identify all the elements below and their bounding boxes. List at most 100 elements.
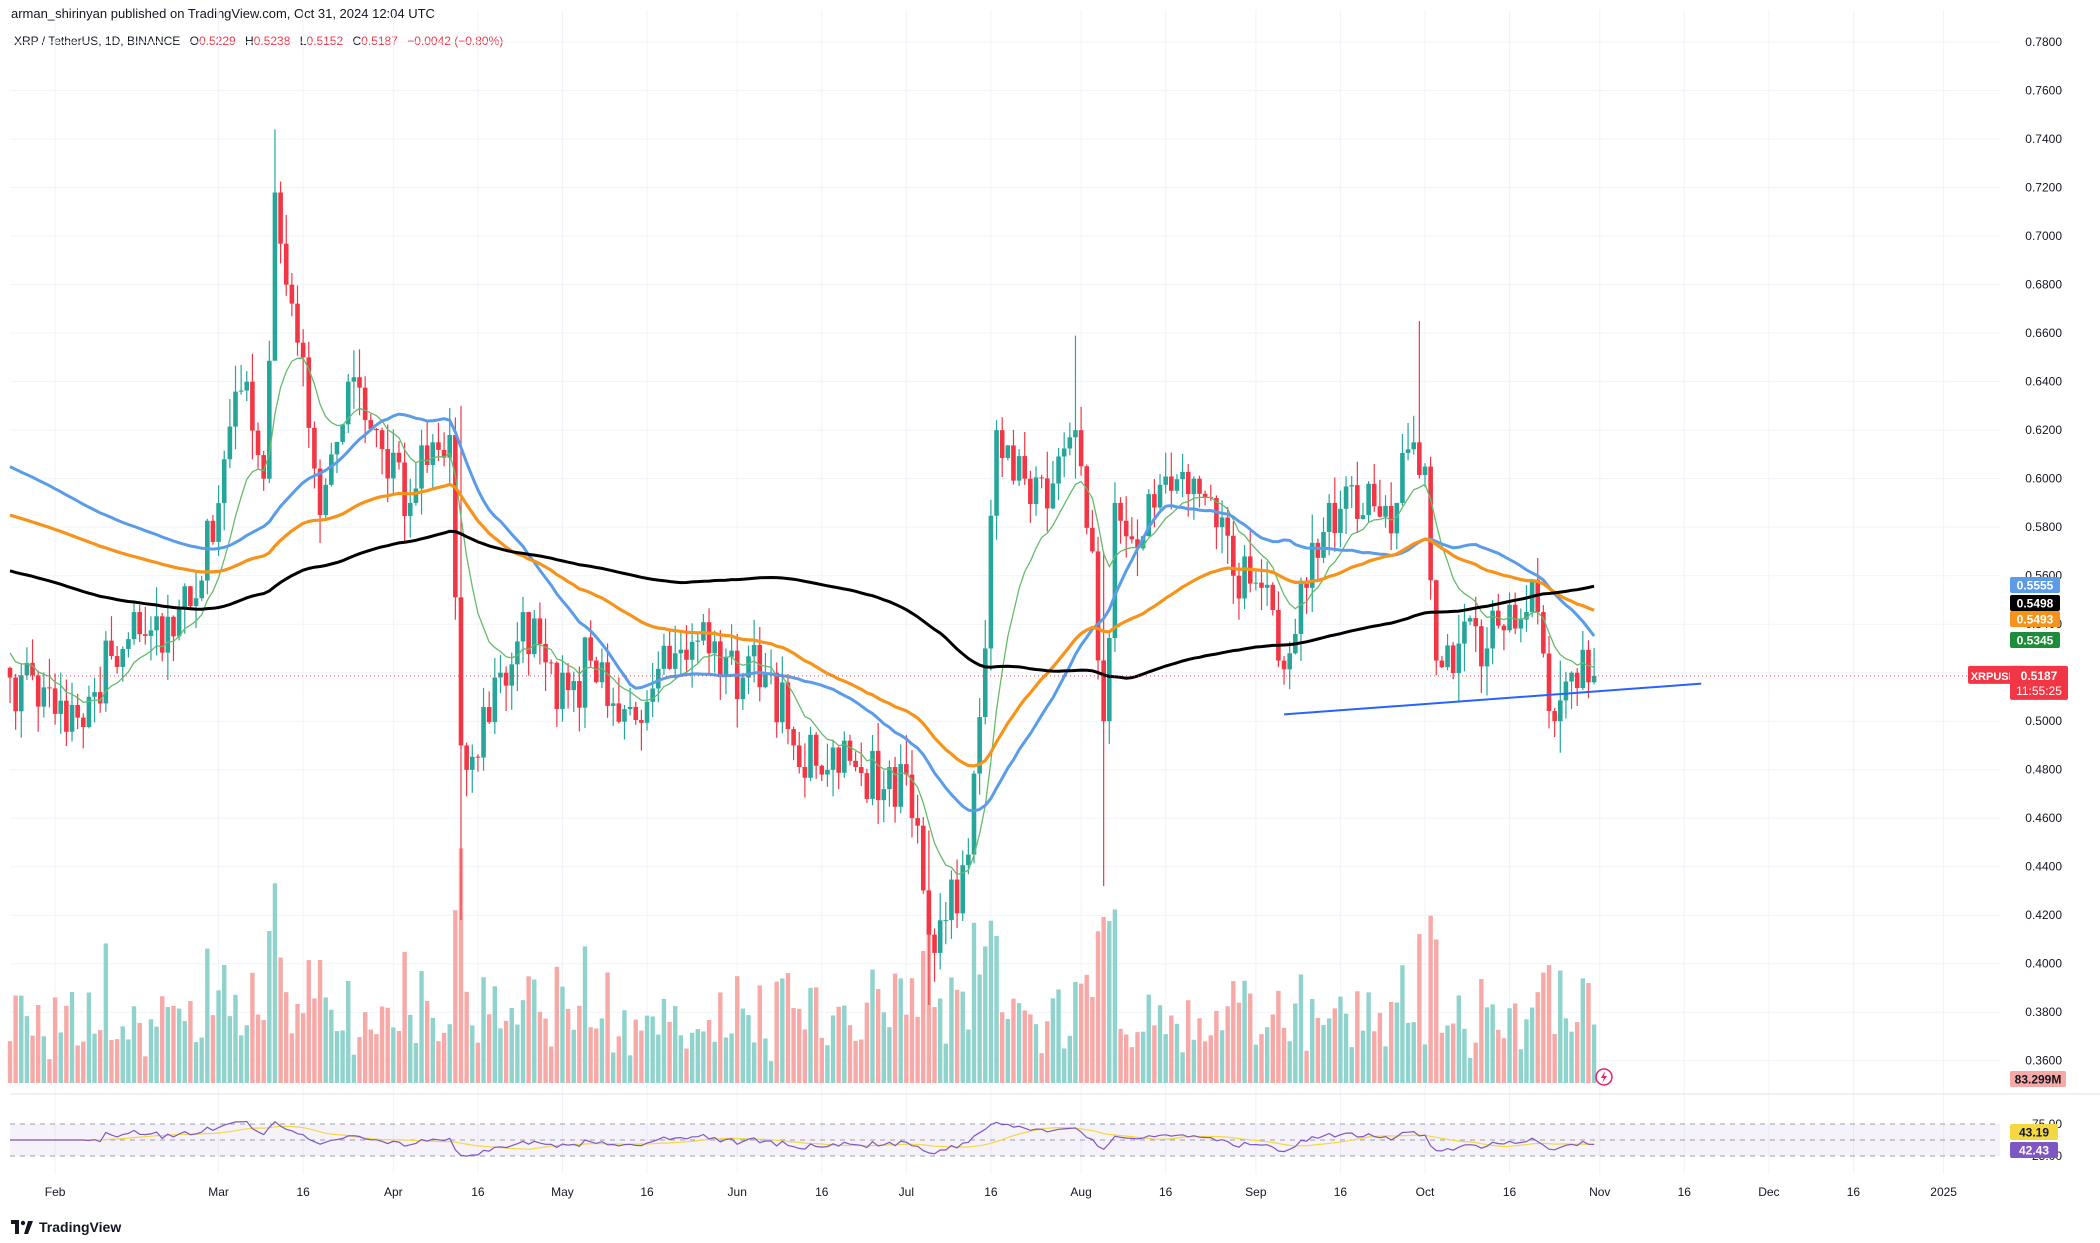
- price-tick-label: 0.5800: [2025, 520, 2062, 534]
- volume-bar: [1078, 983, 1084, 1083]
- volume-bar: [238, 1035, 244, 1083]
- candle-body: [385, 449, 391, 479]
- candle-body: [588, 637, 593, 661]
- lightning-icon-bolt: [1601, 1071, 1607, 1083]
- volume-bar: [7, 1041, 13, 1083]
- trendline-group[interactable]: [1283, 682, 1702, 716]
- candle-body: [582, 637, 588, 708]
- candle-body: [131, 612, 137, 640]
- volume-bar: [1450, 1023, 1456, 1083]
- volume-bar: [210, 1015, 216, 1083]
- candle-body: [999, 430, 1005, 458]
- candle-body: [453, 435, 458, 598]
- candle-body: [1557, 700, 1563, 722]
- volume-bar: [1219, 1030, 1225, 1083]
- candle-body: [250, 381, 255, 431]
- candle-body: [1473, 618, 1479, 627]
- volume-bar: [216, 990, 221, 1083]
- volume-bar: [898, 978, 903, 1083]
- candle-body: [943, 920, 949, 922]
- volume-bar: [391, 1027, 396, 1083]
- volume-bar: [971, 922, 977, 1083]
- volume-bar: [627, 1055, 633, 1083]
- volume-bar: [1434, 939, 1439, 1083]
- volume-badge-text: 83.299M: [2015, 1073, 2062, 1087]
- volume-bar: [1315, 1017, 1321, 1083]
- candle-body: [966, 854, 971, 866]
- volume-bar: [222, 964, 227, 1083]
- candle-body: [447, 435, 453, 458]
- candle-body: [103, 640, 109, 704]
- price-tick-label: 0.6400: [2025, 375, 2062, 389]
- ma-price-badge: 0.5493: [2010, 611, 2060, 627]
- volume-bar: [441, 1032, 447, 1083]
- candle-body: [847, 740, 853, 761]
- candle-body: [853, 760, 858, 768]
- candle-body: [920, 825, 926, 891]
- volume-bar: [250, 972, 255, 1083]
- volume-bar: [1174, 1023, 1180, 1083]
- volume-bar: [819, 1037, 824, 1083]
- candle-body: [1106, 638, 1112, 722]
- volume-bar: [537, 1011, 543, 1083]
- candle-body: [1541, 612, 1546, 654]
- candle-body: [205, 520, 210, 581]
- candle-body: [994, 430, 999, 516]
- volume-bar: [1372, 1031, 1377, 1083]
- candle-body: [481, 707, 486, 758]
- candle-body: [836, 747, 841, 773]
- candle-body: [1197, 478, 1202, 494]
- volume-bar: [1281, 1027, 1287, 1083]
- volume-bar: [1208, 1035, 1213, 1083]
- ma-price-badge-text: 0.5345: [2017, 634, 2054, 648]
- candle-body: [1236, 575, 1242, 599]
- volume-bar: [1535, 992, 1540, 1083]
- volume-bar: [509, 1007, 514, 1083]
- candle-body: [1580, 649, 1586, 689]
- candle-body: [492, 677, 498, 723]
- time-tick-label: Nov: [1589, 1185, 1610, 1199]
- volume-bar: [97, 1030, 103, 1083]
- candle-body: [407, 502, 413, 517]
- volume-bar: [69, 991, 75, 1083]
- candle-body: [1084, 466, 1090, 528]
- volume-bar: [120, 1026, 125, 1083]
- candle-body: [159, 616, 165, 653]
- candle-body: [1563, 681, 1569, 701]
- time-axis[interactable]: Feb Mar 16 Apr 16 May 16 Jun 16 Jul 16 Aug 16 Sep 16 Oc…: [45, 1185, 1958, 1199]
- candle-body: [543, 643, 548, 663]
- price-tick-label: 0.7800: [2025, 35, 2062, 49]
- volume-bar: [1101, 916, 1106, 1083]
- volume-bar: [362, 1012, 368, 1083]
- candle-body: [126, 639, 131, 649]
- candle-body: [441, 449, 447, 458]
- candle-body: [1169, 476, 1174, 491]
- volume-bar: [171, 1005, 176, 1083]
- candle-body: [1078, 430, 1084, 467]
- volume-bar: [661, 998, 667, 1083]
- tradingview-logo[interactable]: TradingView: [11, 1219, 121, 1235]
- volume-bar: [1388, 1002, 1394, 1083]
- candle-body: [977, 717, 982, 774]
- candle-body: [639, 720, 644, 723]
- time-tick-label: May: [551, 1185, 574, 1199]
- volume-bar: [1061, 1048, 1067, 1083]
- candle-body: [86, 696, 92, 728]
- volume-bar: [1529, 1007, 1535, 1083]
- candle-body: [1095, 551, 1101, 661]
- candle-body: [345, 381, 351, 425]
- volume-bar: [408, 1014, 413, 1083]
- last-price-value: 0.5187: [2021, 669, 2058, 683]
- support-trendline: [1283, 682, 1702, 716]
- volume-bar: [1456, 995, 1462, 1083]
- volume-bar: [1050, 998, 1056, 1083]
- candle-body: [1479, 626, 1484, 667]
- volume-bar: [532, 979, 537, 1083]
- candle-body: [842, 740, 847, 773]
- candle-body: [498, 672, 503, 678]
- price-tick-label: 0.4200: [2025, 908, 2062, 922]
- volume-bar: [458, 848, 464, 1083]
- volume-bar: [966, 1029, 971, 1083]
